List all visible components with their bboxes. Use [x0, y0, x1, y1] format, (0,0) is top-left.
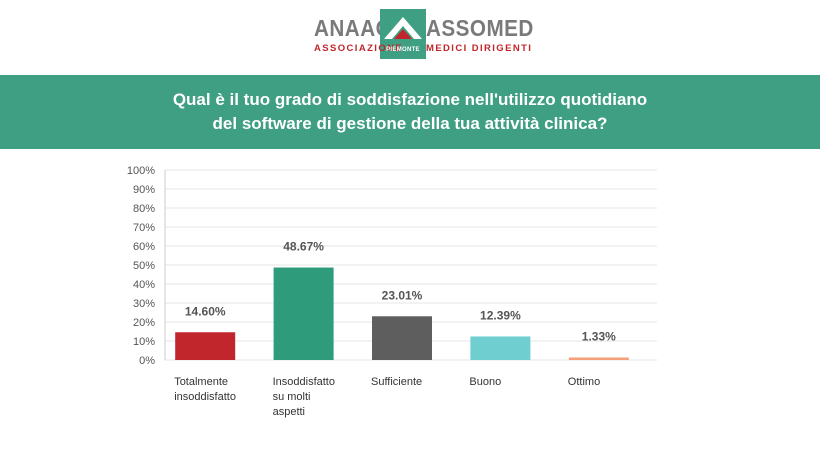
logo-sub-left: ASSOCIAZIONE: [314, 43, 404, 54]
data-label: 14.60%: [185, 304, 226, 318]
y-tick-label: 60%: [133, 241, 155, 253]
bar: [568, 357, 629, 360]
y-tick-label: 10%: [133, 336, 155, 348]
logo-region: PIEMONTE: [386, 47, 420, 53]
category-label: Totalmente: [174, 376, 228, 388]
y-tick-label: 0%: [139, 355, 155, 367]
y-tick-label: 40%: [133, 279, 155, 291]
y-tick-label: 100%: [127, 165, 155, 177]
category-label: aspetti: [273, 406, 305, 418]
bar: [273, 267, 334, 360]
logo-emblem-icon: [380, 9, 426, 59]
logo: ANAAO ASSOMED ASSOCIAZIONE PIEMONTE MEDI…: [314, 9, 533, 61]
question-line-1: Qual è il tuo grado di soddisfazione nel…: [172, 90, 648, 109]
data-label: 12.39%: [480, 308, 521, 322]
question-banner: Qual è il tuo grado di soddisfazione nel…: [0, 75, 820, 149]
data-label: 48.67%: [283, 240, 324, 254]
data-label: 1.33%: [582, 329, 616, 343]
logo-sub-right: MEDICI DIRIGENTI: [426, 43, 533, 54]
category-label: Insoddisfatto: [273, 376, 335, 388]
y-tick-label: 50%: [133, 260, 155, 272]
category-label: su molti: [273, 391, 311, 403]
y-tick-label: 90%: [133, 184, 155, 196]
y-tick-label: 80%: [133, 203, 155, 215]
bar: [470, 336, 531, 360]
data-label: 23.01%: [382, 288, 423, 302]
category-label: Ottimo: [568, 376, 600, 388]
logo-word-right: ASSOMED: [426, 15, 534, 41]
y-tick-label: 20%: [133, 317, 155, 329]
category-label: Buono: [469, 376, 501, 388]
y-tick-label: 70%: [133, 222, 155, 234]
bar: [175, 332, 236, 360]
question-line-2: del software di gestione della tua attiv…: [212, 114, 608, 133]
category-label: Sufficiente: [371, 376, 422, 388]
logo-word-left: ANAAO: [314, 15, 393, 41]
category-label: insoddisfatto: [174, 391, 236, 403]
bar: [372, 316, 432, 360]
y-tick-label: 30%: [133, 298, 155, 310]
